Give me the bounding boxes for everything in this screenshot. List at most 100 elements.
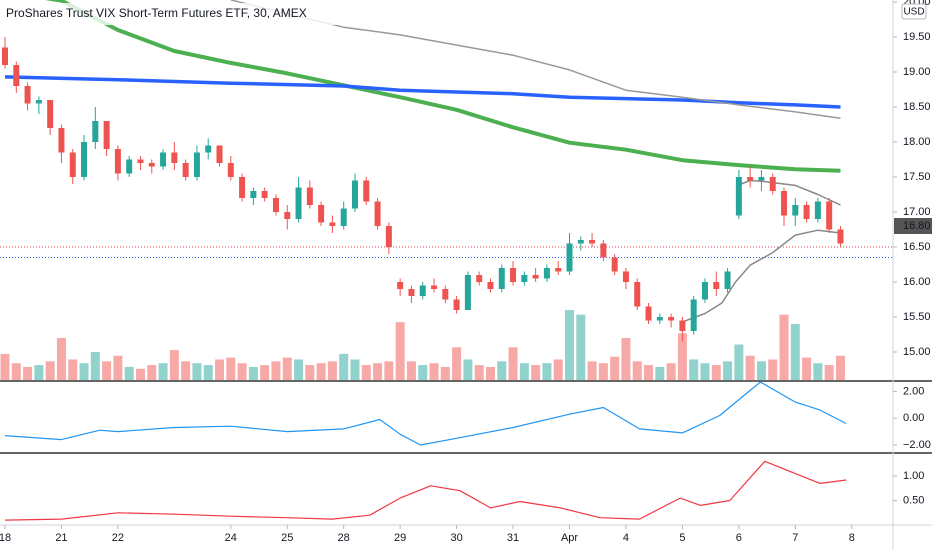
x-tick-label: 29 xyxy=(394,532,406,544)
volume-bar xyxy=(384,361,394,380)
volume-bar xyxy=(68,359,78,380)
volume-bar xyxy=(598,363,608,380)
y-tick-label: 18.00 xyxy=(903,136,931,148)
candle-body xyxy=(114,149,121,174)
x-tick-label: Apr xyxy=(561,532,578,544)
candle-body xyxy=(2,47,8,65)
candle-body xyxy=(171,152,178,163)
candle-body xyxy=(453,299,460,310)
volume-bar xyxy=(90,352,100,380)
volume-bar xyxy=(226,357,236,380)
candle-body xyxy=(250,191,257,198)
candle-body xyxy=(690,299,697,331)
volume-bar xyxy=(734,344,744,380)
moving-average xyxy=(45,0,841,173)
volume-bar xyxy=(271,361,281,380)
x-tick-label: 31 xyxy=(507,532,519,544)
candle-body xyxy=(351,180,358,209)
candle-body xyxy=(193,152,200,177)
x-tick-label: 8 xyxy=(849,532,855,544)
candle-body xyxy=(272,198,279,212)
currency-box[interactable] xyxy=(901,3,927,20)
volume-bar xyxy=(542,363,552,380)
volume-bar xyxy=(34,365,44,380)
x-tick-label: 6 xyxy=(736,532,742,544)
candle-body xyxy=(668,317,675,321)
volume-bar xyxy=(0,353,10,380)
volume-bar xyxy=(181,361,191,380)
volume-bar xyxy=(485,366,495,380)
candle-body xyxy=(510,268,517,282)
candle-body xyxy=(814,201,821,219)
volume-bar xyxy=(282,357,292,380)
candle-body xyxy=(431,285,438,289)
x-tick-label: 5 xyxy=(679,532,685,544)
volume-bar xyxy=(124,366,134,380)
candle-body xyxy=(498,268,505,289)
candle-body xyxy=(408,289,415,296)
candle-body xyxy=(126,159,133,174)
candle-body xyxy=(803,205,810,219)
volume-bar xyxy=(813,363,823,380)
candle-body xyxy=(81,142,88,177)
y-tick-label: −2.00 xyxy=(903,439,931,451)
candle-body xyxy=(781,191,788,216)
volume-bar xyxy=(316,363,326,380)
moving-average xyxy=(4,75,841,109)
y-tick-label: 16.00 xyxy=(903,276,931,288)
candle-body xyxy=(487,282,494,289)
candle-body xyxy=(295,187,302,219)
candle-body xyxy=(532,275,539,279)
candle-body xyxy=(397,282,404,289)
candle-body xyxy=(713,282,720,289)
candle-body xyxy=(160,152,167,167)
candle-body xyxy=(566,243,573,272)
volume-bar xyxy=(621,338,631,380)
candle-body xyxy=(735,177,742,216)
indicator-pane xyxy=(4,460,847,521)
candle-body xyxy=(47,100,54,128)
volume-bar xyxy=(260,365,270,380)
volume-bar xyxy=(327,361,337,380)
volume-bar xyxy=(711,365,721,380)
volume-bar xyxy=(305,365,315,380)
volume-bar xyxy=(632,361,642,380)
candle-body xyxy=(103,121,110,149)
volume-bar xyxy=(158,363,168,380)
volume-bar xyxy=(395,322,405,380)
x-tick-label: 18 xyxy=(0,532,11,544)
volume-bar xyxy=(248,366,258,380)
candle-body xyxy=(600,243,607,258)
volume-bar xyxy=(440,366,450,380)
candle-body xyxy=(792,205,799,216)
volume-bar xyxy=(147,365,157,380)
volume-bar xyxy=(135,368,145,380)
candle-body xyxy=(577,240,584,244)
volume-bar xyxy=(745,355,755,380)
candle-body xyxy=(385,226,392,247)
candle-body xyxy=(543,268,550,279)
volume-bar xyxy=(429,363,439,380)
candle-body xyxy=(656,317,663,321)
y-tick-label: 17.50 xyxy=(903,171,931,183)
y-tick-label: 1.00 xyxy=(903,470,924,482)
volume-bar xyxy=(519,363,529,380)
candle-body xyxy=(747,177,754,181)
x-tick-label: 30 xyxy=(450,532,462,544)
candle-body xyxy=(239,177,246,198)
title-backdrop xyxy=(0,3,345,25)
volume-bar xyxy=(531,365,541,380)
x-tick-label: 7 xyxy=(792,532,798,544)
candle-body xyxy=(724,271,731,289)
candle-body xyxy=(645,306,652,321)
y-tick-label: 15.00 xyxy=(903,346,931,358)
volume-bar xyxy=(23,366,33,380)
volume-bar xyxy=(655,366,665,380)
volume-bar xyxy=(203,365,213,380)
volume-bar xyxy=(779,314,789,380)
indicator-line xyxy=(4,382,847,446)
volume-bar xyxy=(666,363,676,380)
candle-body xyxy=(284,212,291,219)
volume-bar xyxy=(192,363,202,380)
